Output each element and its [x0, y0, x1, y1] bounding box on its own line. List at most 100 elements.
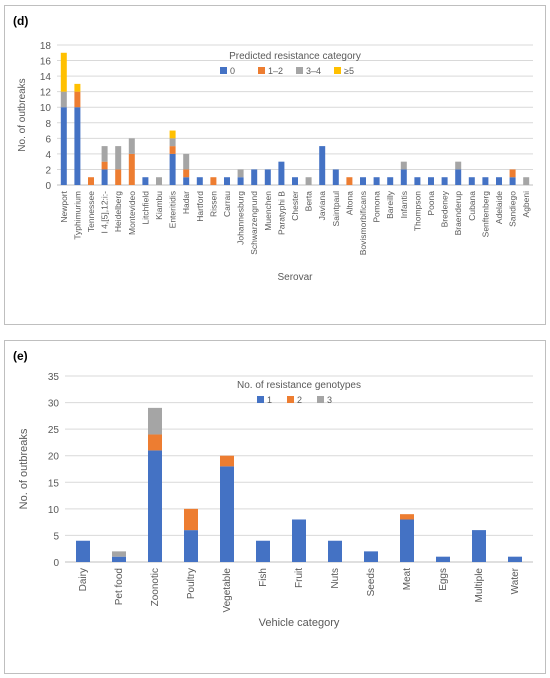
chart-d-bar-segment	[60, 91, 67, 108]
chart-d-bar-segment	[305, 177, 312, 185]
chart-d-bar-segment	[128, 153, 135, 185]
chart-d-category-label: Litchfield	[140, 191, 150, 225]
chart-e-bar-segment	[328, 540, 342, 562]
chart-d-ytick-label: 4	[45, 150, 51, 161]
chart-e-bar-segment	[148, 407, 162, 435]
panel-label-e: (e)	[13, 349, 28, 363]
chart-d-bar-segment	[169, 130, 176, 139]
chart-e-ytick-label: 10	[48, 505, 60, 516]
chart-d-bar-segment	[183, 153, 190, 170]
chart-d-bar-segment	[101, 146, 108, 162]
chart-e-bar-segment	[256, 540, 270, 562]
chart-d-bar-segment	[169, 138, 176, 147]
chart-d-category-label: Hartford	[195, 191, 205, 222]
chart-d-bar-segment	[346, 177, 353, 185]
chart-d-bar-segment	[183, 177, 190, 185]
chart-d-ytick-label: 2	[45, 165, 51, 176]
chart-d-category-label: Enteritidis	[168, 191, 178, 228]
chart-d-legend-swatch	[258, 67, 265, 74]
chart-d-category-label: Johannesburg	[236, 191, 246, 245]
chart-d-category-label: Kiambu	[154, 191, 164, 220]
chart-d-bar-segment	[264, 169, 271, 185]
chart-d-legend-title: Predicted resistance category	[229, 51, 361, 62]
chart-d-category-label: Saintpaul	[331, 191, 341, 227]
chart-d-legend-swatch	[220, 67, 227, 74]
chart-e-category-label: Nuts	[330, 568, 341, 589]
chart-e-category-label: Eggs	[438, 568, 449, 591]
chart-e-legend-label: 3	[327, 395, 332, 405]
chart-d-bar-segment	[468, 177, 475, 185]
chart-d-bar-segment	[142, 177, 149, 185]
chart-e-legend-label: 2	[297, 395, 302, 405]
chart-d-ytick-label: 16	[40, 57, 52, 68]
chart-e-legend-label: 1	[267, 395, 272, 405]
chart-d-legend-label: ≥5	[344, 66, 354, 76]
chart-e-ytick-label: 15	[48, 478, 60, 489]
chart-e-bar-segment	[220, 455, 234, 467]
chart-d-category-label: Heidelberg	[113, 191, 123, 232]
chart-d-category-label: Muenchen	[263, 191, 273, 231]
chart-d-bar-segment	[74, 107, 81, 185]
chart-e-bar-segment	[184, 530, 198, 562]
chart-e-svg: 0 5 10 15 20 25 30 35 Dairy Pet food Zoonotic Poult…	[18, 372, 533, 629]
chart-d-bar-segment	[509, 177, 516, 185]
chart-d-svg: 0 2 4 6 8 10 12 14 16 18 Newport Typhimurium Tenness…	[17, 41, 533, 283]
chart-d-category-label: Carrau	[222, 191, 232, 217]
chart-d-category-label: Altona	[344, 191, 354, 215]
chart-d-bar-segment	[224, 177, 230, 185]
chart-d-category-label: Montevideo	[127, 191, 137, 235]
chart-e-category-label: Vegetable	[222, 568, 233, 613]
chart-d-bar-segment	[74, 91, 81, 108]
chart-e-bar-segment	[184, 508, 198, 531]
chart-e-category-label: Seeds	[366, 568, 377, 596]
chart-d-legend-label: 3–4	[306, 66, 321, 76]
chart-d-bar-segment	[482, 177, 489, 185]
chart-d-ytick-label: 18	[40, 41, 52, 52]
chart-e-category-label: Fruit	[294, 568, 305, 588]
chart-d-bar-segment	[183, 169, 190, 178]
chart-d-y-axis-title: No. of outbreaks	[17, 78, 28, 151]
chart-e-y-axis-title: No. of outbreaks	[18, 428, 30, 509]
chart-e-bar-segment	[508, 556, 522, 562]
chart-e-category-label: Zoonotic	[150, 568, 161, 606]
chart-d-category-label: Infantis	[399, 191, 409, 218]
chart-d-bar-segment	[237, 169, 244, 178]
chart-d-bar-segment	[156, 177, 162, 185]
chart-d-category-label: Sandiego	[508, 191, 518, 227]
chart-d-bar-segment	[360, 177, 366, 185]
chart-e-bar-segment	[148, 450, 162, 562]
chart-e-bar-segment	[220, 466, 234, 562]
chart-d-category-label: Pomona	[372, 191, 382, 223]
chart-e-bar-segment	[472, 530, 486, 562]
chart-e-ytick-label: 0	[53, 558, 59, 569]
chart-e-bar-segment	[112, 556, 126, 562]
chart-d-bar-segment	[523, 177, 530, 185]
chart-d-category-label: Typhimurium	[72, 191, 82, 240]
chart-d-category-label: Bovismorbificans	[358, 191, 368, 255]
chart-panel-e: (e) 0 5 10 15 20 25 30 35 Dairy Pet food Zoonotic P…	[4, 340, 546, 674]
chart-e-category-label: Pet food	[114, 568, 125, 605]
chart-e-ytick-label: 5	[53, 531, 59, 542]
chart-d-bar-segment	[251, 169, 258, 185]
chart-panel-d: (d) 0 2 4 6 8 10 12 14 16 18 Newport Typhimurium Ten…	[4, 5, 546, 325]
chart-d-bar-segment	[292, 177, 298, 185]
chart-d-legend-label: 0	[230, 66, 235, 76]
chart-e-category-label: Dairy	[78, 568, 89, 591]
chart-d-ytick-label: 8	[45, 119, 51, 130]
chart-e-bar-segment	[292, 519, 306, 562]
chart-d-bar-segment	[74, 83, 81, 92]
chart-d-legend-swatch	[334, 67, 341, 74]
chart-d-bar-segment	[414, 177, 421, 185]
chart-d-category-label: Bredeney	[440, 190, 450, 227]
chart-e-ytick-label: 20	[48, 452, 60, 463]
chart-e-bar-segment	[112, 551, 126, 557]
chart-d-bar-segment	[169, 146, 176, 154]
chart-e-bar-segment	[436, 556, 450, 562]
chart-d-bar-segment	[278, 161, 285, 185]
panel-label-d: (d)	[13, 14, 29, 28]
chart-d-category-label: Cubana	[467, 191, 477, 221]
chart-e-category-label: Meat	[402, 568, 413, 590]
chart-d-bar-segment	[332, 169, 339, 185]
chart-d-bar-segment	[101, 169, 108, 185]
chart-e-legend-swatch	[317, 396, 324, 403]
